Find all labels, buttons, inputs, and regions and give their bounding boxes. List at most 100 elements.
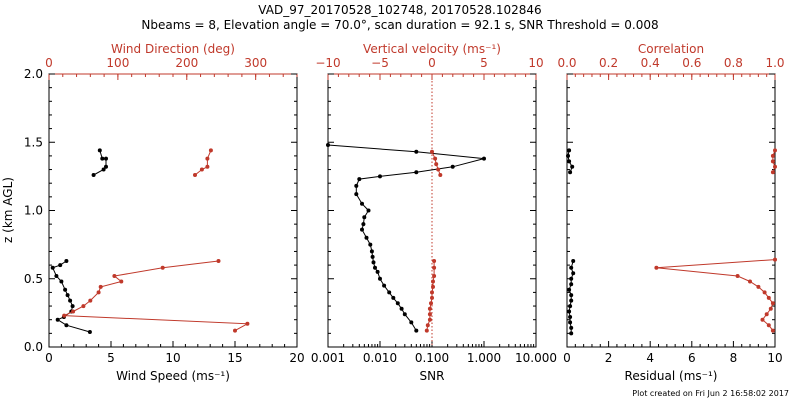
top-axis-label: Wind Direction (deg)	[111, 42, 235, 56]
top-tick-label: 0.0	[557, 56, 576, 70]
data-point-red	[762, 290, 767, 295]
data-point-red	[760, 317, 765, 322]
data-point-red	[233, 328, 237, 333]
data-point-black	[326, 143, 330, 147]
data-point-black	[571, 271, 576, 276]
data-point-black	[569, 325, 574, 330]
data-point-red	[431, 279, 435, 284]
data-point-black	[568, 304, 573, 309]
data-point-red	[432, 274, 437, 278]
x-tick-label: 10	[767, 351, 782, 365]
data-point-black	[364, 235, 369, 240]
data-point-red	[735, 274, 740, 278]
x-tick-label: 0	[563, 351, 571, 365]
data-point-black	[63, 287, 68, 292]
x-axis-label: Residual (ms⁻¹)	[625, 369, 718, 383]
y-tick-label: 0.5	[24, 272, 43, 286]
data-point-black	[399, 306, 404, 311]
x-tick-label: 2	[605, 351, 613, 365]
data-point-black	[570, 164, 575, 169]
x-tick-label: 1.000	[467, 351, 501, 365]
data-point-red	[427, 312, 432, 317]
data-point-red	[432, 265, 437, 270]
x-tick-label: 5	[107, 351, 115, 365]
x-tick-label: 10.000	[515, 351, 557, 365]
data-point-black	[569, 276, 574, 281]
data-point-black	[354, 192, 359, 197]
top-tick-label: 5	[480, 56, 488, 70]
data-point-black	[382, 283, 387, 288]
top-tick-label: 0.6	[682, 56, 701, 70]
y-tick-label: 1.0	[24, 204, 43, 218]
data-point-red	[748, 279, 752, 284]
data-point-black	[360, 201, 364, 206]
data-point-red	[424, 328, 429, 333]
data-point-black	[70, 304, 75, 309]
data-point-red	[438, 173, 443, 177]
data-point-red	[431, 284, 435, 289]
data-point-black	[378, 174, 382, 179]
data-point-black	[571, 259, 576, 263]
chart-subtitle: Nbeams = 8, Elevation angle = 70.0°, sca…	[141, 18, 658, 32]
top-axis-label: Correlation	[638, 42, 704, 56]
data-point-black	[568, 170, 573, 175]
data-point-red	[766, 323, 771, 328]
data-point-black	[378, 276, 382, 281]
data-point-red	[193, 173, 197, 177]
data-point-red	[764, 312, 769, 317]
data-point-black	[371, 260, 376, 265]
data-point-red	[427, 306, 432, 311]
data-point-black	[375, 269, 380, 274]
data-point-red	[205, 156, 210, 161]
data-point-black	[370, 254, 375, 259]
x-tick-label: 8	[730, 351, 738, 365]
y-tick-label: 1.5	[24, 135, 43, 149]
data-point-red	[112, 274, 117, 278]
x-axis-label: SNR	[420, 369, 445, 383]
data-point-black	[54, 274, 59, 278]
data-point-black	[64, 323, 69, 328]
x-tick-label: 0	[45, 351, 53, 365]
data-point-red	[773, 257, 777, 262]
data-point-red	[119, 279, 124, 284]
data-point-black	[569, 293, 574, 298]
series-line-red	[63, 260, 250, 332]
data-point-red	[756, 284, 761, 289]
series-line-black	[327, 144, 485, 331]
data-point-red	[430, 295, 434, 300]
data-point-red	[62, 313, 67, 318]
data-point-black	[567, 159, 572, 164]
plot-frame	[566, 73, 776, 348]
data-point-red	[98, 284, 103, 289]
data-point-black	[414, 149, 419, 154]
data-point-black	[414, 328, 419, 333]
data-point-red	[768, 306, 773, 311]
chart-title: VAD_97_20170528_102748, 20170528.102846	[258, 3, 541, 17]
top-tick-label: 0.4	[641, 56, 660, 70]
data-point-black	[360, 227, 364, 232]
data-point-black	[50, 265, 55, 270]
data-point-black	[391, 295, 396, 300]
series-line-red	[656, 259, 776, 331]
data-point-black	[101, 167, 106, 172]
data-point-red	[71, 309, 76, 314]
panel-snr_w: 0.001 0.010 0.100 1.000 10.000 SNR −10 −5 0 5 10 Ve…	[311, 42, 557, 383]
y-tick-label: 0.0	[24, 340, 43, 354]
x-tick-label: 4	[646, 351, 654, 365]
data-point-black	[87, 330, 92, 334]
plot-frame	[48, 73, 298, 348]
data-point-red	[434, 162, 439, 167]
top-tick-label: 0.8	[724, 56, 743, 70]
data-point-red	[208, 148, 213, 153]
x-tick-label: 0.100	[415, 351, 449, 365]
top-tick-label: −5	[371, 56, 389, 70]
y-axis-label: z (km AGL)	[1, 177, 15, 243]
data-point-red	[429, 301, 433, 306]
data-point-black	[409, 320, 414, 325]
data-point-black	[369, 249, 374, 254]
data-point-black	[64, 259, 69, 263]
top-tick-label: 0	[45, 56, 53, 70]
data-point-red	[433, 156, 438, 161]
data-point-red	[654, 265, 659, 270]
